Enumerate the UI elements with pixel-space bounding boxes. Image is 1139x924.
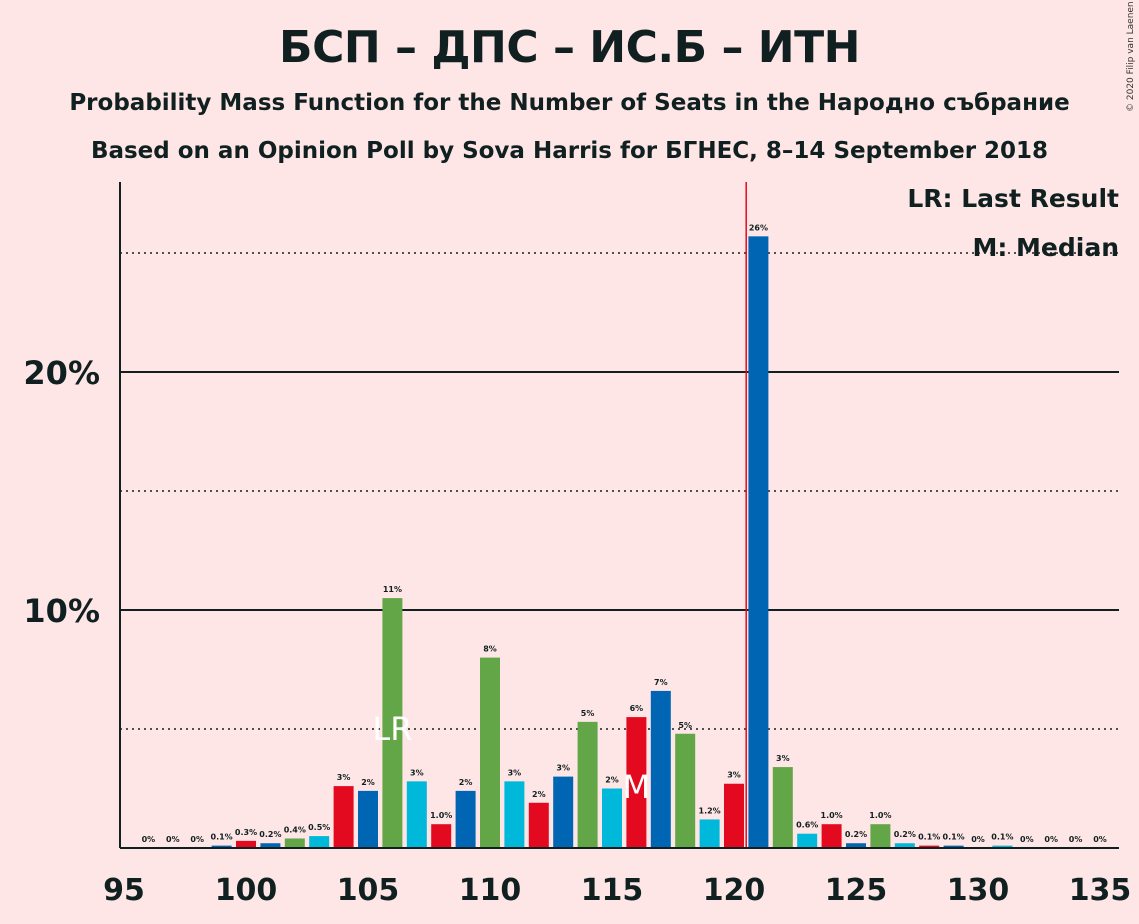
bar-112 bbox=[528, 802, 549, 848]
bar-105 bbox=[358, 790, 378, 848]
bar-107 bbox=[406, 781, 427, 848]
data-label-101: 0.2% bbox=[259, 830, 281, 839]
bar-131 bbox=[992, 845, 1013, 848]
data-labels: 0% 0% 0% 0.1%0.3% 0.2%0.4% 0.5%3%2%11%3%1.0%2… bbox=[142, 223, 1107, 844]
data-label-105: 2% bbox=[361, 778, 375, 787]
axes: 10% 20% 95 100 105 110 115 120 125 130 135 bbox=[23, 182, 1131, 908]
bar-118 bbox=[675, 733, 696, 848]
data-label-98: 0% bbox=[190, 835, 204, 844]
bar-114 bbox=[577, 721, 598, 848]
data-label-112: 2% bbox=[532, 790, 546, 799]
bar-128 bbox=[919, 845, 940, 848]
x-tick-label-100: 100 bbox=[215, 873, 278, 908]
data-label-109: 2% bbox=[459, 778, 473, 787]
data-label-118: 5% bbox=[678, 721, 692, 730]
bar-116 bbox=[626, 717, 647, 848]
chart-title: БСП – ДПС – ИС.Б – ИТН bbox=[279, 22, 860, 73]
bar-117 bbox=[650, 690, 671, 848]
bar-129 bbox=[943, 845, 964, 848]
gridlines bbox=[120, 182, 1119, 848]
chart-subtitle: Probability Mass Function for the Number… bbox=[69, 90, 1070, 116]
data-label-124: 1.0% bbox=[821, 811, 843, 820]
bar-121 bbox=[748, 236, 769, 849]
data-label-133: 0% bbox=[1044, 835, 1058, 844]
x-tick-label-95: 95 bbox=[103, 873, 145, 908]
bar-101 bbox=[260, 843, 281, 848]
data-label-132: 0% bbox=[1020, 835, 1034, 844]
data-label-104: 3% bbox=[337, 773, 351, 782]
bar-111 bbox=[504, 781, 525, 848]
data-label-99: 0.1% bbox=[211, 833, 233, 842]
marker-lr: LR bbox=[372, 710, 412, 748]
data-label-121: 26% bbox=[749, 223, 768, 232]
bar-103 bbox=[309, 836, 330, 848]
data-label-100: 0.3% bbox=[235, 828, 257, 837]
data-label-113: 3% bbox=[556, 764, 570, 773]
data-label-103: 0.5% bbox=[308, 823, 330, 832]
y-tick-label-10: 10% bbox=[23, 592, 100, 630]
data-label-135: 0% bbox=[1093, 835, 1107, 844]
bar-110 bbox=[480, 657, 500, 848]
bar-109 bbox=[455, 790, 476, 848]
data-label-108: 1.0% bbox=[430, 811, 452, 820]
data-label-115: 2% bbox=[605, 776, 619, 785]
data-label-117: 7% bbox=[654, 678, 668, 687]
x-tick-label-110: 110 bbox=[459, 873, 522, 908]
marker-m: M bbox=[623, 768, 651, 806]
y-tick-label-20: 20% bbox=[23, 354, 100, 392]
bar-115 bbox=[602, 788, 622, 848]
bar-124 bbox=[821, 824, 842, 848]
x-tick-label-105: 105 bbox=[337, 873, 400, 908]
bar-119 bbox=[699, 819, 720, 848]
bars bbox=[211, 236, 1013, 849]
data-label-97: 0% bbox=[166, 835, 180, 844]
data-label-107: 3% bbox=[410, 768, 424, 777]
bar-125 bbox=[846, 843, 866, 848]
legend-median: M: Median bbox=[972, 233, 1119, 262]
data-label-106: 11% bbox=[383, 585, 402, 594]
legend-last-result: LR: Last Result bbox=[907, 184, 1119, 213]
bar-120 bbox=[724, 783, 744, 848]
bar-104 bbox=[333, 786, 354, 848]
bar-122 bbox=[772, 767, 793, 848]
data-label-111: 3% bbox=[508, 768, 522, 777]
data-label-122: 3% bbox=[776, 754, 790, 763]
data-label-102: 0.4% bbox=[284, 825, 306, 834]
data-label-125: 0.2% bbox=[845, 830, 867, 839]
x-tick-label-125: 125 bbox=[825, 873, 888, 908]
data-label-96: 0% bbox=[142, 835, 156, 844]
bar-102 bbox=[284, 838, 305, 848]
data-label-126: 1.0% bbox=[869, 811, 891, 820]
data-label-134: 0% bbox=[1069, 835, 1083, 844]
bar-113 bbox=[553, 776, 574, 848]
chart-subtitle-source: Based on an Opinion Poll by Sova Harris … bbox=[90, 138, 1049, 164]
data-label-131: 0.1% bbox=[991, 833, 1013, 842]
bar-123 bbox=[797, 833, 818, 848]
markers: LR M bbox=[372, 710, 650, 806]
data-label-130: 0% bbox=[971, 835, 985, 844]
bar-126 bbox=[870, 824, 891, 848]
data-label-119: 1.2% bbox=[699, 806, 721, 815]
bar-127 bbox=[894, 843, 915, 848]
x-tick-label-120: 120 bbox=[703, 873, 766, 908]
bar-108 bbox=[431, 824, 452, 848]
x-tick-label-135: 135 bbox=[1069, 873, 1132, 908]
data-label-110: 8% bbox=[483, 645, 497, 654]
data-label-129: 0.1% bbox=[943, 833, 965, 842]
bar-100 bbox=[236, 840, 256, 848]
data-label-123: 0.6% bbox=[796, 821, 818, 830]
bar-99 bbox=[211, 845, 232, 848]
data-label-127: 0.2% bbox=[894, 830, 916, 839]
bar-106 bbox=[382, 598, 403, 848]
data-label-128: 0.1% bbox=[918, 833, 940, 842]
data-label-114: 5% bbox=[581, 709, 595, 718]
data-label-116: 6% bbox=[630, 704, 644, 713]
x-tick-label-130: 130 bbox=[947, 873, 1010, 908]
x-tick-label-115: 115 bbox=[581, 873, 644, 908]
data-label-120: 3% bbox=[727, 771, 741, 780]
